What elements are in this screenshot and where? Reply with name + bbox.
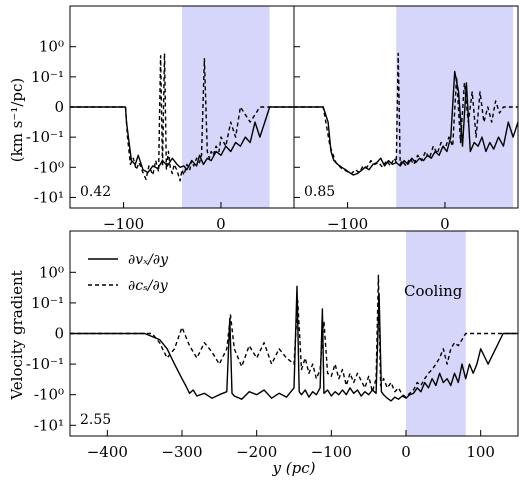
x-tick-label: 0 [440,215,450,233]
y-tick-label: -10¹ [34,188,64,206]
cooling-region [406,231,466,436]
legend: ∂vₓ/∂y ∂cₛ/∂y [88,252,169,294]
y-axis-title-top: (km s⁻¹/pc) [8,78,26,162]
x-tick-label: 100 [466,443,495,461]
x-tick-label: −200 [236,443,277,461]
y-tick-label: 10⁻¹ [31,294,64,312]
ticks-top-left: 10⁰ 10⁻¹ 0 -10⁻¹ -10⁰ -10¹ −100 0 [26,38,226,233]
y-tick-label: 10⁻¹ [31,68,64,86]
y-tick-label: -10⁰ [34,158,64,176]
legend-label-cs: ∂cₛ/∂y [128,278,169,294]
x-tick-label: 0 [216,215,226,233]
y-tick-label: 10⁰ [39,263,64,281]
x-tick-label: 0 [401,443,411,461]
x-tick-label: −300 [161,443,202,461]
panel-top-right: −100 0 0.85 [293,5,519,233]
y-tick-label: -10⁻¹ [26,355,64,373]
legend-label-vx: ∂vₓ/∂y [128,252,169,268]
x-axis-title: y (pc) [272,459,316,477]
series-top-right [294,52,518,176]
y-axis-title-bottom: Velocity gradient [8,270,26,400]
y-tick-label: 0 [54,325,64,343]
x-tick-label: −100 [327,215,368,233]
series-line-dashed [70,274,518,398]
ticks-bottom: 10⁰ 10⁻¹ 0 -10⁻¹ -10⁰ -10¹ −400 −300 −200 −100 0 10… [26,263,495,461]
series-line-solid [70,285,518,402]
series-top-left [70,52,294,182]
series-line-dashed [294,52,518,175]
x-tick-label: −400 [87,443,128,461]
panel-label-top-right: 0.85 [304,184,335,200]
panel-bottom: 10⁰ 10⁻¹ 0 -10⁻¹ -10⁰ -10¹ −400 −300 −200 −100 0 10… [26,230,519,461]
series-line-dashed [70,52,294,182]
y-tick-label: -10⁰ [34,386,64,404]
x-tick-label: −100 [311,443,352,461]
series-line-solid [70,106,294,174]
cooling-region [182,6,270,208]
panel-label-bottom: 2.55 [80,412,111,428]
cooling-label: Cooling [404,282,463,300]
y-tick-label: -10¹ [34,416,64,434]
cooling-shade-top-left [182,6,270,208]
series-bottom [70,274,518,402]
panel-label-top-left: 0.42 [80,184,111,200]
y-tick-label: 10⁰ [39,38,64,56]
x-tick-label: −100 [103,215,144,233]
cooling-shade-bottom [406,231,466,436]
y-tick-label: 0 [54,98,64,116]
ticks-top-right: −100 0 [294,46,450,233]
y-tick-label: -10⁻¹ [26,128,64,146]
panel-top-left: 10⁰ 10⁻¹ 0 -10⁻¹ -10⁰ -10¹ −100 0 0.42 [26,5,295,233]
